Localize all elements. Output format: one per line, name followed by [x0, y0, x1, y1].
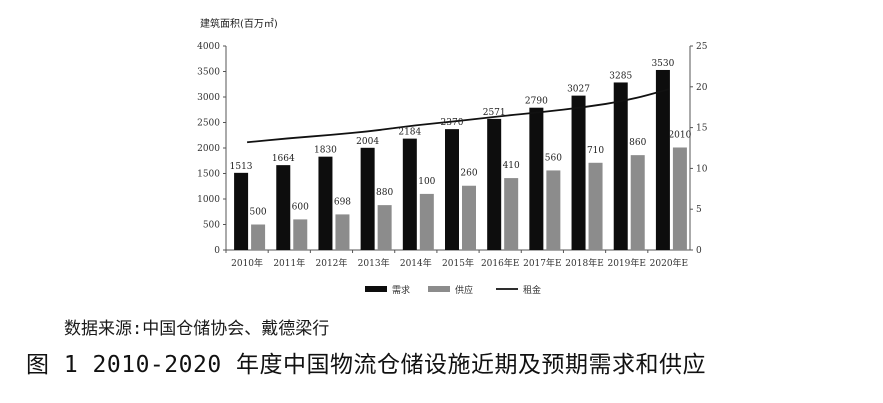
- chart-lines: [247, 88, 670, 144]
- demand-bar-label: 2571: [483, 108, 506, 118]
- demand-bar: [360, 147, 375, 250]
- demand-bar-label: 3530: [651, 59, 674, 69]
- left-tick-label: 4000: [197, 42, 220, 52]
- demand-bar: [402, 138, 417, 250]
- chart-legend: 需求 供应 租金: [365, 284, 541, 296]
- demand-bar-label: 3027: [567, 85, 590, 95]
- demand-bar: [613, 82, 628, 250]
- figure-caption: 图 1 2010-2020 年度中国物流仓储设施近期及预期需求和供应: [26, 352, 707, 378]
- supply-bar: [504, 178, 519, 250]
- left-tick-label: 1000: [197, 195, 220, 205]
- data-source-note: 数据来源:中国仓储协会、戴德梁行: [64, 319, 330, 339]
- demand-bar-label: 2004: [356, 137, 379, 147]
- rent-line: [247, 88, 670, 144]
- supply-bar-label: 100: [418, 177, 435, 187]
- supply-bar-label: 698: [334, 197, 351, 207]
- right-tick-label: 20: [696, 83, 708, 93]
- left-tick-label: 3000: [197, 93, 220, 103]
- chart-data-labels: 1513 1664 1830 2004 2184 2370 2571 2790 3027 3285…: [230, 59, 692, 218]
- demand-bar: [276, 165, 291, 250]
- chart: 0 500 1000 1500 2000 2500 3000 3500 4000 0 5 10 15 20…: [197, 17, 708, 296]
- legend-supply-swatch: [428, 286, 450, 292]
- x-tick-label: 2020年E: [650, 257, 688, 269]
- left-tick-label: 2000: [197, 144, 220, 154]
- x-tick-label: 2010年: [231, 257, 263, 269]
- legend-supply-label: 供应: [455, 284, 473, 296]
- legend-demand-swatch: [365, 286, 387, 292]
- x-tick-label: 2014年: [400, 257, 432, 269]
- supply-bar: [335, 214, 350, 250]
- x-tick-label: 2011年: [273, 257, 305, 269]
- demand-bar-label: 2370: [441, 118, 464, 128]
- right-tick-label: 10: [696, 164, 708, 174]
- supply-bar: [293, 219, 308, 250]
- supply-bar-label: 560: [545, 153, 562, 163]
- x-tick-label: 2017年E: [523, 257, 561, 269]
- supply-bar-label: 2010: [668, 130, 691, 140]
- x-tick-label: 2015年: [442, 257, 474, 269]
- supply-bar-label: 600: [292, 202, 309, 212]
- right-tick-label: 5: [696, 205, 702, 215]
- supply-bar-label: 260: [460, 169, 477, 179]
- demand-bar-label: 2184: [398, 128, 421, 138]
- chart-axes: 0 500 1000 1500 2000 2500 3000 3500 4000 0 5 10 15 20…: [197, 17, 708, 269]
- x-tick-label: 2012年: [316, 257, 348, 269]
- supply-bar-label: 880: [376, 188, 393, 198]
- supply-bar: [251, 224, 266, 250]
- left-tick-label: 3500: [197, 68, 220, 78]
- left-tick-label: 500: [203, 221, 220, 231]
- demand-bar: [571, 95, 586, 250]
- left-tick-label: 2500: [197, 119, 220, 129]
- left-tick-label: 0: [214, 246, 220, 256]
- demand-bar-label: 1830: [314, 146, 337, 156]
- demand-bar-label: 1664: [272, 154, 295, 164]
- x-tick-label: 2019年E: [607, 257, 645, 269]
- supply-bar: [672, 147, 687, 250]
- supply-bar: [462, 185, 476, 250]
- demand-bar-label: 1513: [230, 162, 253, 172]
- supply-bar: [588, 162, 603, 250]
- right-tick-label: 0: [696, 246, 702, 256]
- supply-bar: [630, 155, 645, 250]
- supply-bar: [546, 170, 561, 250]
- y-axis-label: 建筑面积(百万㎡): [200, 17, 278, 30]
- supply-bar-label: 710: [587, 146, 604, 156]
- legend-rent-label: 租金: [523, 284, 541, 296]
- supply-bar-label: 860: [629, 138, 646, 148]
- right-tick-label: 15: [696, 124, 708, 134]
- legend-demand-label: 需求: [392, 284, 410, 296]
- x-tick-label: 2016年E: [481, 257, 519, 269]
- chart-bars: [234, 69, 687, 251]
- demand-bar: [529, 107, 544, 251]
- demand-bar: [318, 156, 333, 250]
- demand-bar: [234, 172, 249, 250]
- demand-bar-label: 2790: [525, 97, 548, 107]
- right-tick-label: 25: [696, 42, 708, 52]
- demand-bar: [487, 118, 502, 250]
- demand-bar: [445, 129, 459, 250]
- supply-bar-label: 410: [503, 161, 520, 171]
- supply-bar-label: 500: [249, 208, 266, 218]
- demand-bar-label: 3285: [609, 71, 632, 81]
- demand-bar: [655, 69, 670, 250]
- left-tick-label: 1500: [197, 170, 220, 180]
- x-tick-label: 2018年E: [565, 257, 603, 269]
- supply-bar: [377, 205, 392, 250]
- x-tick-label: 2013年: [358, 257, 390, 269]
- supply-bar: [419, 193, 434, 250]
